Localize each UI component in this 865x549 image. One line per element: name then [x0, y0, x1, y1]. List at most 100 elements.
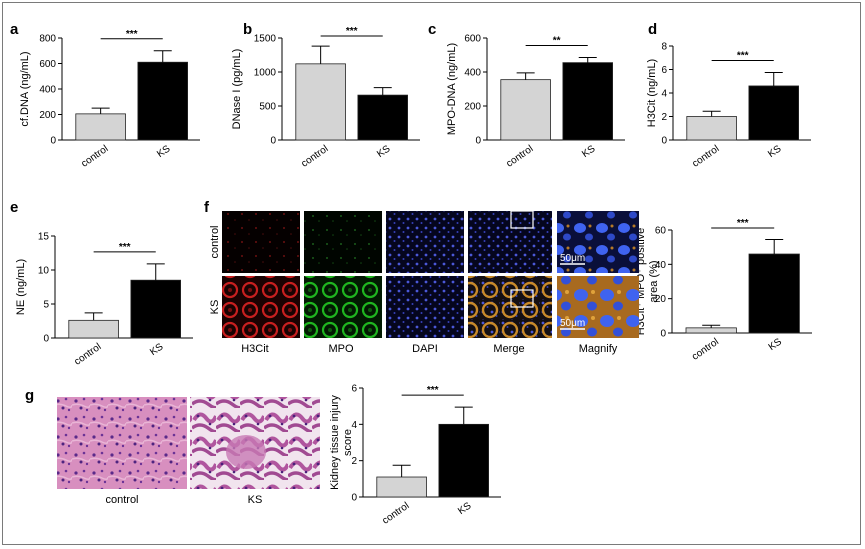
bar-f-control [685, 327, 737, 334]
column-label-merge: Merge [493, 343, 524, 355]
y-tick-label-a-3: 600 [39, 59, 56, 70]
y-axis-label-a: cf.DNA (ng/mL) [19, 51, 31, 126]
chart-c: 0 200 400 600 MPO-DNA (ng/mL) control KS ** [446, 34, 625, 170]
x-category-label-d-1: KS [766, 143, 784, 160]
x-category-label-e-0: control [72, 341, 103, 367]
row-label-control: control [209, 225, 221, 258]
x-category-label-f-1: KS [767, 336, 785, 353]
panel-letter-g: g [25, 387, 34, 404]
glomerulus-shape [226, 435, 266, 469]
y-axis-label-b: DNase I (pg/mL) [231, 49, 243, 130]
significance-label-e: *** [119, 242, 131, 253]
y-tick-label-b-2: 1000 [254, 68, 277, 79]
x-category-label-b-1: KS [375, 143, 393, 160]
bar-e-control [68, 319, 119, 339]
y-axis-label-e: NE (ng/mL) [15, 259, 27, 315]
y-tick-label-g-0: 0 [351, 493, 357, 504]
y-tick-label-d-1: 2 [661, 112, 667, 123]
chart-a: 0 200 400 600 800 cf.DNA (ng/mL) control KS *** [19, 29, 200, 170]
y-tick-label-e-0: 0 [43, 334, 49, 345]
y-tick-label-e-3: 15 [38, 232, 50, 243]
y-tick-label-a-4: 800 [39, 34, 56, 45]
micrograph-ks-dapi-signal [386, 276, 464, 338]
merge-zoom-box-ks [510, 289, 534, 308]
column-label-h3cit: H3Cit [241, 343, 269, 355]
x-category-label-c-0: control [504, 143, 535, 169]
column-label-magnify: Magnify [579, 343, 618, 355]
scale-bar-label-ks: 50μm [560, 318, 585, 329]
panel-letter-c: c [428, 21, 436, 38]
y-tick-label-d-3: 6 [661, 65, 667, 76]
y-axis-label-g: Kidney tissue injuryscore [329, 395, 354, 490]
histology-label-control: control [105, 494, 138, 506]
x-category-label-f-0: control [690, 336, 721, 362]
y-tick-label-a-2: 400 [39, 85, 56, 96]
bar-c-control [500, 79, 551, 141]
bar-a-control [75, 113, 126, 141]
y-tick-label-b-1: 500 [259, 102, 276, 113]
x-category-label-a-0: control [79, 143, 110, 169]
micrograph-control-magnify-signal [557, 211, 639, 273]
y-tick-label-b-3: 1500 [254, 34, 277, 45]
merge-zoom-box-control [510, 210, 534, 229]
bar-d-ks [748, 85, 799, 141]
histology-control-image [57, 397, 187, 489]
panel-letter-e: e [10, 199, 18, 216]
y-tick-label-e-1: 5 [43, 300, 49, 311]
y-tick-label-a-0: 0 [50, 136, 56, 147]
chart-e: 0 5 10 15 NE (ng/mL) control KS *** [15, 232, 193, 368]
y-tick-label-c-1: 200 [464, 102, 481, 113]
bar-e-ks [130, 279, 181, 339]
significance-label-b: *** [346, 26, 358, 37]
y-axis-label-d: H3Cit (ng/mL) [646, 59, 658, 127]
panel-letter-d: d [648, 21, 657, 38]
micrograph-control-merge-signal [468, 211, 552, 273]
y-tick-label-f-1: 20 [655, 294, 667, 305]
bar-d-control [686, 116, 737, 141]
x-category-label-d-0: control [690, 143, 721, 169]
micrograph-grid: 50μm 50μm control KS H3Cit MPO DAPI Merg… [209, 210, 639, 355]
significance-label-d: *** [737, 50, 749, 61]
bar-f-ks [748, 253, 800, 334]
micrograph-ks-mpo-signal [304, 276, 382, 338]
column-label-dapi: DAPI [412, 343, 438, 355]
panel-letter-a: a [10, 21, 19, 38]
y-tick-label-f-0: 0 [660, 329, 666, 340]
bar-b-control [295, 63, 346, 141]
chart-b: 0 500 1000 1500 DNase I (pg/mL) control KS *** [231, 26, 420, 170]
micrograph-control-mpo-signal [304, 211, 382, 273]
micrograph-ks-h3cit-signal [222, 276, 300, 338]
significance-label-g: *** [427, 385, 439, 396]
y-tick-label-d-4: 8 [661, 42, 667, 53]
micrograph-control-dapi-signal [386, 211, 464, 273]
significance-label-a: *** [126, 29, 138, 40]
x-category-label-c-1: KS [580, 143, 598, 160]
y-tick-label-e-2: 10 [38, 266, 50, 277]
x-category-label-e-1: KS [148, 341, 166, 358]
y-tick-label-c-3: 600 [464, 34, 481, 45]
column-label-mpo: MPO [328, 343, 354, 355]
panel-letter-f: f [204, 199, 210, 216]
y-tick-label-f-3: 60 [655, 226, 667, 237]
y-axis-label-c: MPO-DNA (ng/mL) [446, 43, 458, 135]
histology-images: control KS [57, 397, 320, 506]
y-tick-label-c-0: 0 [475, 136, 481, 147]
y-tick-label-g-2: 4 [351, 420, 357, 431]
bar-b-ks [357, 94, 408, 141]
bar-a-ks [137, 61, 188, 141]
bar-c-ks [562, 62, 613, 141]
y-axis-label-line-2: score [342, 429, 354, 456]
y-tick-label-d-0: 0 [661, 136, 667, 147]
y-tick-label-a-1: 200 [39, 110, 56, 121]
y-tick-label-g-1: 2 [351, 456, 357, 467]
y-axis-label-line-1: Kidney tissue injury [329, 395, 341, 490]
histology-label-ks: KS [248, 494, 263, 506]
panel-letter-b: b [243, 21, 252, 38]
micrograph-control-h3cit-signal [222, 211, 300, 273]
scale-bar-label-control: 50μm [560, 253, 585, 264]
